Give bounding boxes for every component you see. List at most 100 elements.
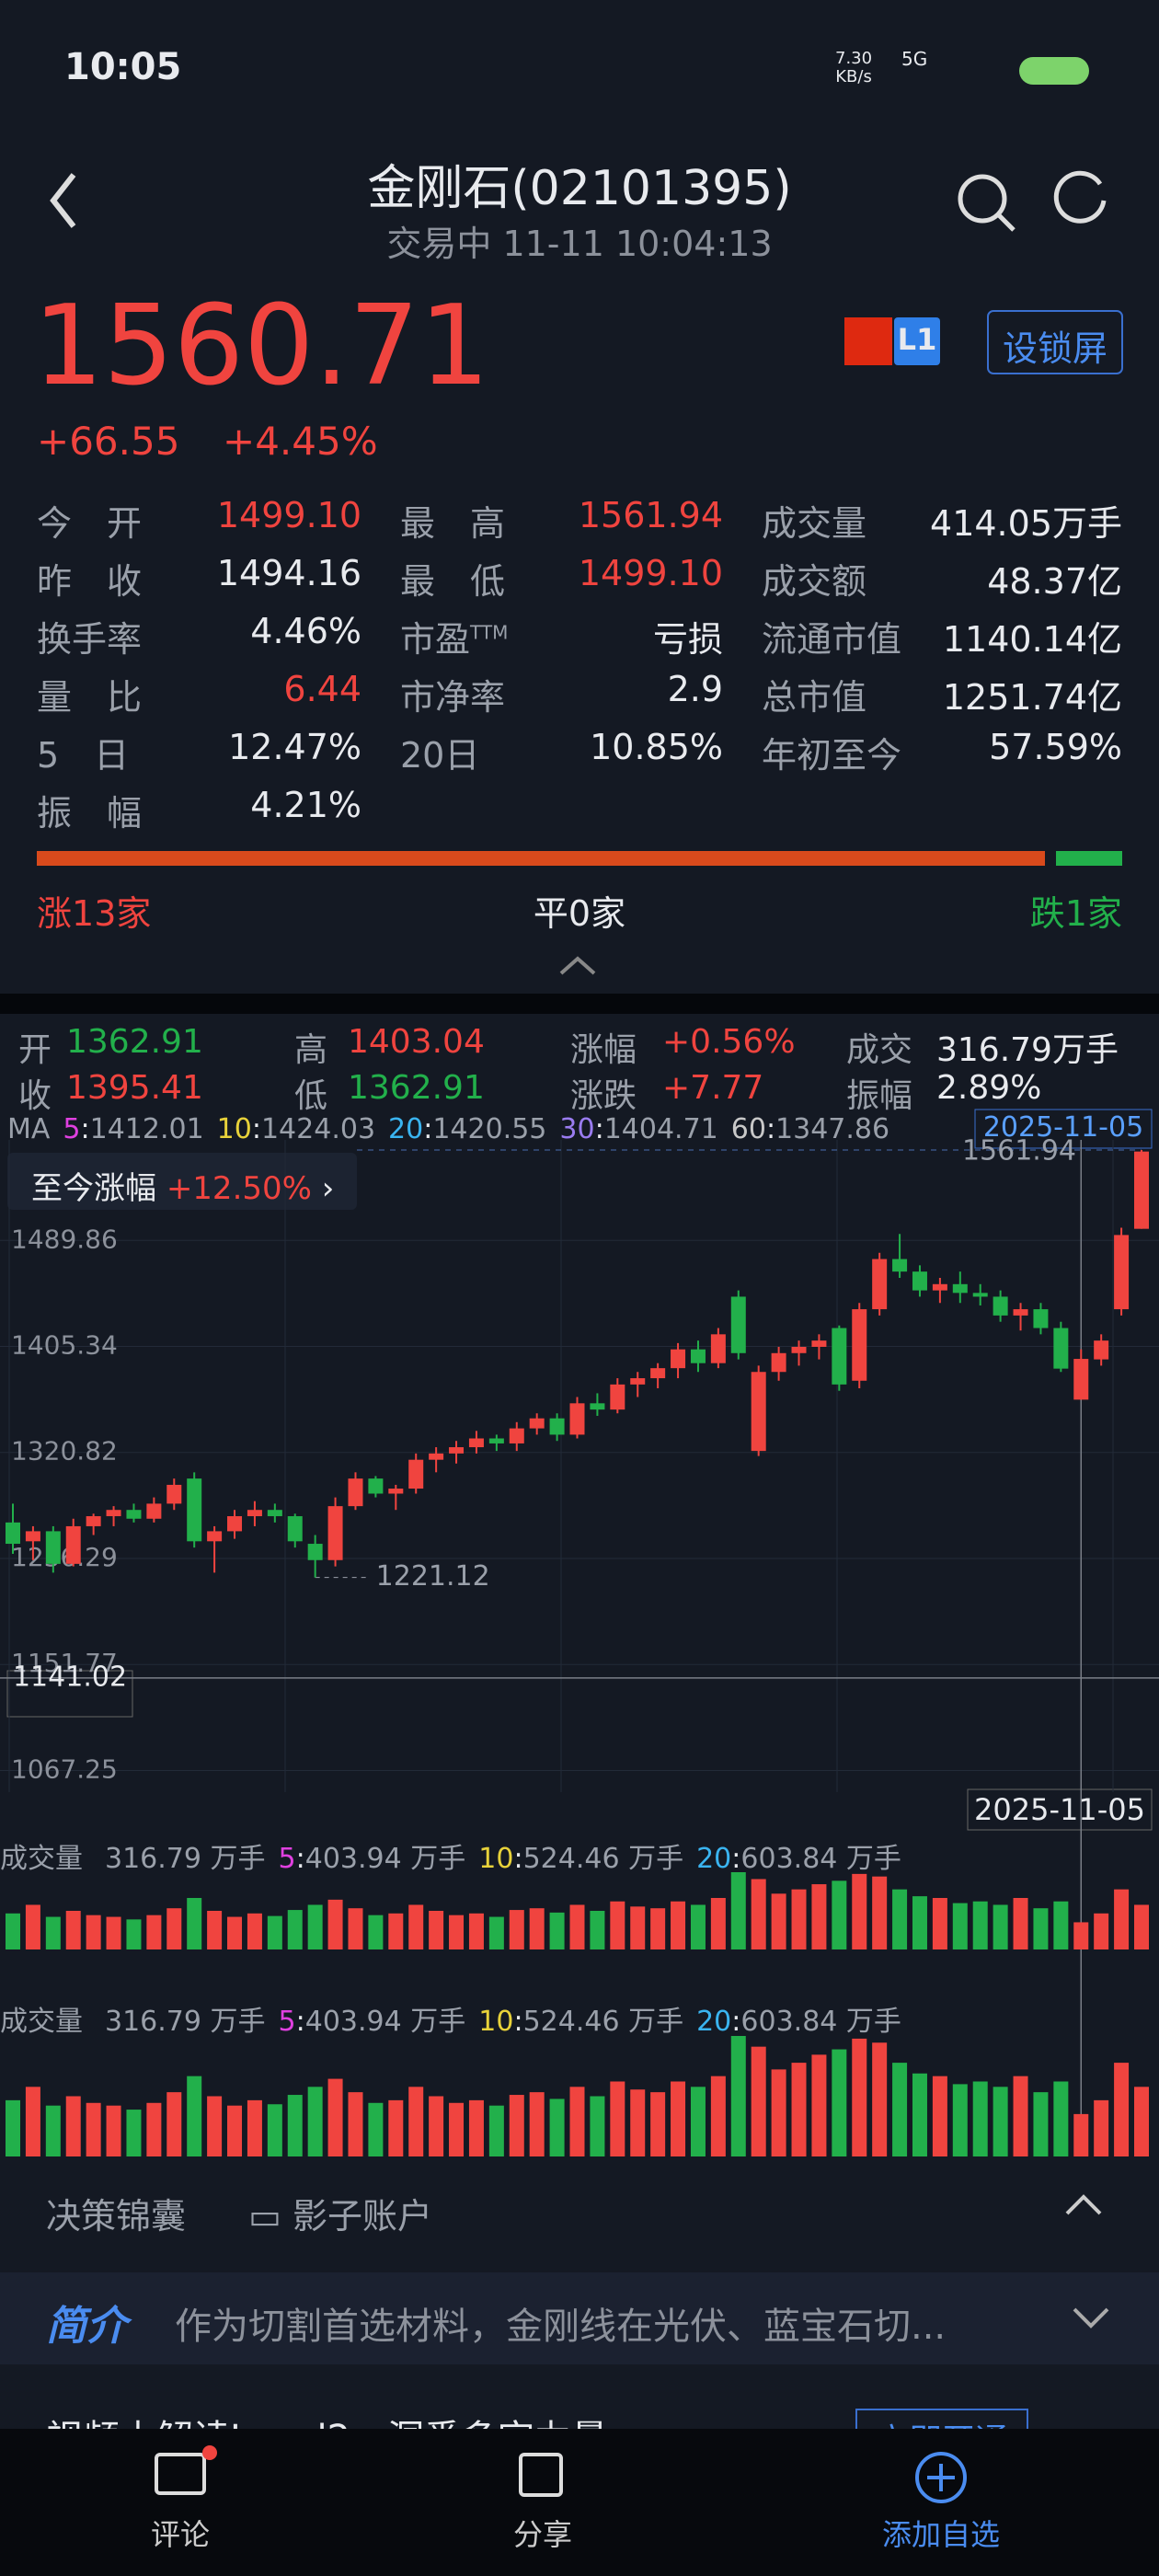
volume-bar — [287, 1910, 303, 1949]
candle-body — [730, 1296, 746, 1353]
date-box — [967, 1788, 1153, 1831]
collapse-icon[interactable] — [1065, 2194, 1102, 2215]
volume-bar — [449, 1915, 465, 1949]
low-label: 1221.12 — [376, 1560, 490, 1593]
search-icon — [997, 213, 1016, 232]
candle-body — [972, 1293, 988, 1297]
stat-label: 昨 收 — [37, 561, 143, 602]
ma-period: 20 — [696, 2006, 732, 2038]
share-icon[interactable] — [519, 2453, 563, 2497]
tool[interactable]: ▭ 影子账户 — [248, 2196, 432, 2237]
range-label: 至今涨幅 — [31, 1170, 156, 1207]
nav-item[interactable]: 分享 — [512, 2517, 572, 2552]
refresh-icon[interactable] — [1053, 170, 1107, 224]
volume-bar — [852, 1873, 867, 1949]
volume-bar — [529, 1908, 545, 1949]
volume-bar — [327, 2078, 343, 2156]
volume-ma: 10:524.46 万手 — [478, 1843, 684, 1875]
volume-bar — [993, 2087, 1008, 2156]
comment-icon[interactable] — [155, 2453, 206, 2495]
breadth-up — [37, 851, 1045, 866]
range[interactable]: 至今涨幅 +12.50% › — [31, 1170, 335, 1207]
stat-value: 10.85% — [590, 727, 723, 767]
volume-bar — [710, 2076, 726, 2156]
volume-bar — [106, 1916, 121, 1949]
dot — [202, 2445, 217, 2460]
volume-bar — [872, 1876, 888, 1949]
nav-item[interactable]: 评论 — [150, 2517, 210, 2552]
candle-body — [106, 1510, 121, 1517]
network: 5G — [901, 48, 928, 70]
candle-body — [710, 1334, 726, 1363]
ma-period: 10 — [478, 2006, 514, 2038]
volume-bar — [348, 2092, 363, 2156]
prefix: 平 — [533, 893, 568, 934]
stat-value: 1499.10 — [216, 495, 361, 535]
back-icon[interactable] — [50, 173, 76, 228]
stat-value: 1561.94 — [578, 495, 723, 535]
volume-bar — [65, 1911, 81, 1949]
candle-body — [65, 1525, 81, 1564]
volume-bar — [1134, 2087, 1149, 2156]
range-value: +12.50% — [166, 1170, 312, 1207]
expand-icon[interactable] — [1073, 2307, 1109, 2329]
ma-value: 403.94 — [304, 2006, 402, 2038]
stat-label: 振 幅 — [37, 793, 143, 834]
candle-body — [832, 1328, 847, 1385]
lock-button-label[interactable]: 设锁屏 — [1002, 328, 1107, 369]
ma-period: 20 — [696, 1843, 732, 1875]
volume-bar — [429, 1911, 444, 1949]
volume-bar — [6, 2099, 20, 2156]
ohlc-value: +0.56% — [662, 1023, 796, 1061]
volume-bar — [1053, 2081, 1069, 2156]
promo-button[interactable]: 立即开通 — [855, 2409, 1029, 2429]
price: 1560.71 — [33, 282, 490, 410]
collapse-icon[interactable] — [559, 956, 596, 975]
volume-bar — [187, 2076, 202, 2156]
volume-bar — [1114, 1889, 1130, 1949]
volume-bar — [811, 1884, 827, 1949]
volume-bar — [287, 2095, 303, 2156]
tool-label: 影子账户 — [292, 2196, 432, 2237]
volume-bar — [1094, 2099, 1109, 2156]
volume-bar — [45, 1916, 61, 1949]
promo[interactable]: 视频丨解读Level2，洞悉多空力量 — [46, 2409, 608, 2429]
candle-body — [751, 1372, 766, 1452]
volume-bar — [267, 1915, 282, 1949]
ohlc-value: 2.89% — [936, 1069, 1042, 1107]
volume-bar — [569, 1904, 585, 1949]
badge: L1 — [897, 322, 937, 357]
battery — [1019, 57, 1089, 85]
stat-label: 市盈 — [400, 619, 471, 660]
y-tick-label: 1489.86 — [11, 1224, 118, 1254]
ohlc-label: 高 — [294, 1031, 328, 1069]
candle-body — [1094, 1340, 1109, 1360]
nav-item[interactable]: 添加自选 — [881, 2517, 1000, 2552]
range-box[interactable] — [7, 1153, 357, 1210]
stat-value: 48.37亿 — [987, 561, 1122, 602]
speed: 7.30 KB/s — [835, 50, 872, 86]
volume-bar — [45, 2105, 61, 2156]
volume-current: 316.79 万手 — [105, 2006, 266, 2038]
stat-value: 4.21% — [250, 785, 361, 825]
breadth-down-label: 跌1家 — [1030, 885, 1122, 936]
volume-bar — [25, 2087, 40, 2156]
stat-sup: TTM — [470, 621, 509, 644]
candle-body — [771, 1352, 786, 1373]
volume-bar — [690, 2087, 706, 2156]
tool[interactable]: 决策锦囊 — [46, 2196, 187, 2237]
lock-button[interactable] — [987, 310, 1123, 374]
volume-bar — [449, 2102, 465, 2156]
add-icon[interactable] — [915, 2452, 967, 2503]
volume-bar — [610, 1901, 625, 1949]
stat-value: 1140.14亿 — [942, 619, 1122, 660]
volume-bar — [327, 1899, 343, 1949]
volume-bar — [368, 2102, 384, 2156]
ohlc-label: 成交 — [846, 1031, 913, 1069]
volume-bar — [549, 2099, 565, 2156]
volume-bar — [166, 1908, 182, 1949]
search-icon[interactable] — [958, 174, 1007, 224]
volume-current: 316.79 万手 — [105, 1843, 266, 1875]
volume-bar — [86, 1915, 101, 1949]
volume-bar — [207, 2096, 223, 2156]
